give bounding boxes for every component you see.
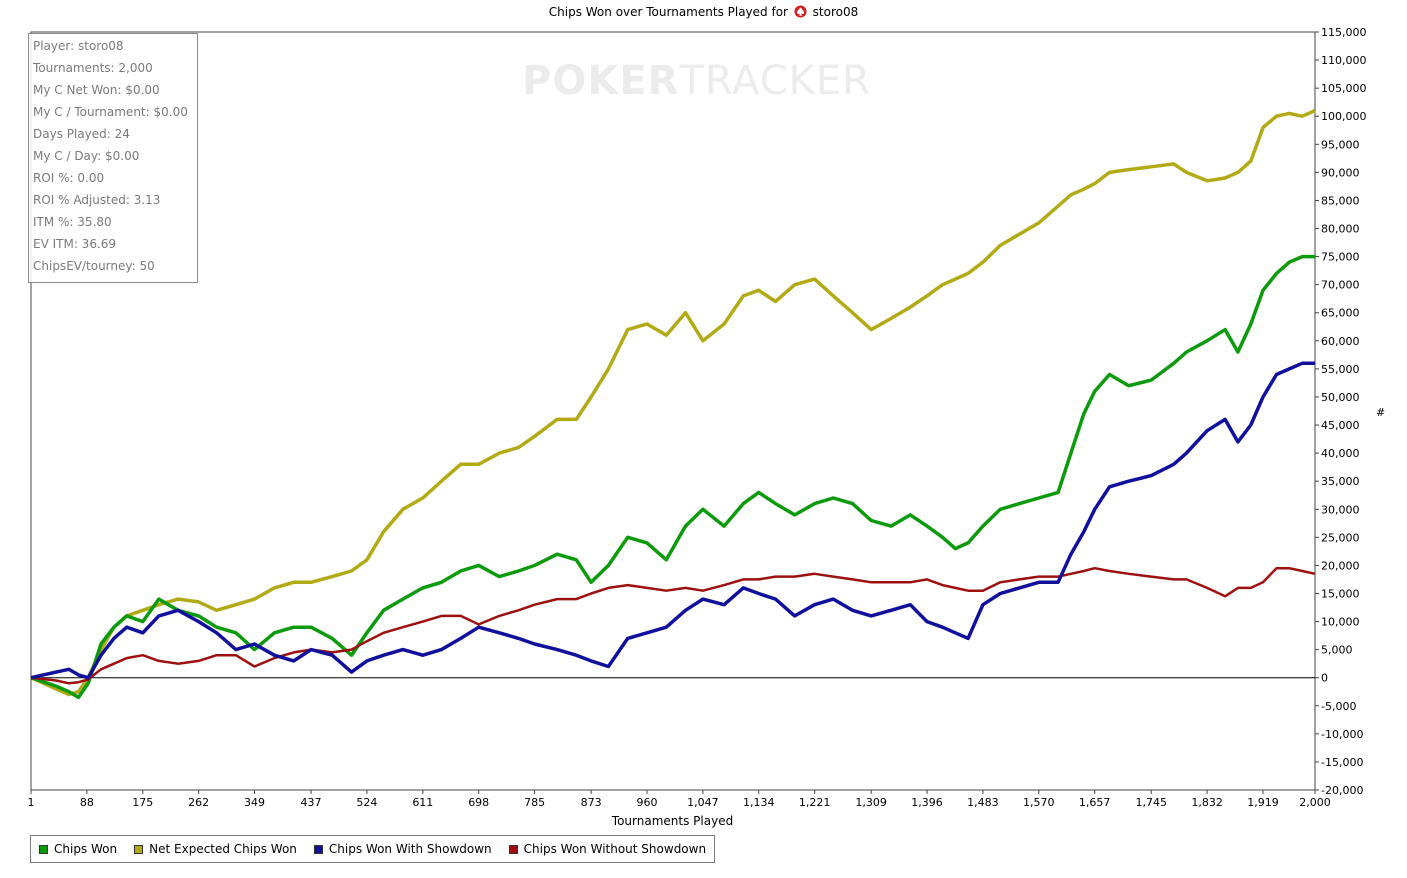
y-tick-label: 110,000 <box>1321 54 1367 67</box>
watermark-strong: POKER <box>522 58 680 104</box>
y-axis: -20,000 -15,000 -10,000 -5,000 0 5,000 10,000 1… <box>1315 26 1367 797</box>
y-axis-label: # <box>1376 406 1386 419</box>
series-line-chips-won <box>30 254 1315 700</box>
legend-label: Chips Won <box>54 842 118 856</box>
x-tick-label: 1,483 <box>967 796 999 809</box>
legend-item[interactable]: Net Expected Chips Won <box>134 842 297 856</box>
stat-line: ITM %: 35.80 <box>33 215 112 229</box>
legend-swatch <box>39 844 48 854</box>
x-tick-label: 1,047 <box>687 796 719 809</box>
y-tick-label: 45,000 <box>1321 419 1360 432</box>
stat-line: ChipsEV/tourney: 50 <box>33 259 155 273</box>
series-line-chips-won-without-showdown <box>30 566 1316 685</box>
legend-swatch <box>508 844 518 854</box>
x-tick-label: 1,657 <box>1079 796 1111 809</box>
y-tick-label: 10,000 <box>1321 616 1360 629</box>
stat-line: EV ITM: 36.69 <box>33 237 117 251</box>
chart-title: Chips Won over Tournaments Played for st… <box>0 5 1407 19</box>
y-tick-label: 80,000 <box>1321 223 1360 236</box>
y-tick-label: 70,000 <box>1321 279 1360 292</box>
x-tick-label: 437 <box>301 796 322 809</box>
x-tick-label: 1,919 <box>1247 796 1279 809</box>
plot-area-frame <box>30 31 1316 791</box>
legend-label: Chips Won With Showdown <box>328 842 492 856</box>
y-tick-label: 25,000 <box>1321 531 1360 544</box>
y-tick-label: 0 <box>1321 672 1328 685</box>
y-tick-label: 35,000 <box>1321 475 1360 488</box>
chart-title-prefix: Chips Won over Tournaments Played for <box>548 5 788 19</box>
stat-line: Days Played: 24 <box>33 127 130 141</box>
y-tick-label: -20,000 <box>1321 784 1363 797</box>
legend-label: Net Expected Chips Won <box>149 842 297 856</box>
y-tick-label: 85,000 <box>1321 194 1360 207</box>
y-tick-label: 5,000 <box>1321 644 1353 657</box>
legend-item[interactable]: Chips Won Without Showdown <box>508 842 707 856</box>
y-tick-label: 30,000 <box>1321 503 1360 516</box>
x-tick-label: 1 <box>28 796 35 809</box>
legend-swatch <box>134 844 144 854</box>
y-tick-label: 95,000 <box>1321 138 1360 151</box>
y-tick-label: 90,000 <box>1321 166 1360 179</box>
x-tick-label: 262 <box>188 796 209 809</box>
x-tick-label: 1,134 <box>743 796 775 809</box>
x-tick-label: 960 <box>636 796 657 809</box>
legend-label: Chips Won Without Showdown <box>523 842 707 856</box>
y-tick-label: -15,000 <box>1321 756 1363 769</box>
y-tick-label: 55,000 <box>1321 363 1360 376</box>
x-tick-label: 785 <box>524 796 545 809</box>
chart-title-player: storo08 <box>812 5 859 19</box>
stat-line: My C / Day: $0.00 <box>33 149 140 163</box>
x-tick-label: 1,832 <box>1191 796 1223 809</box>
stat-line: My C / Tournament: $0.00 <box>33 105 188 119</box>
x-tick-label: 88 <box>80 796 94 809</box>
y-tick-label: 115,000 <box>1321 26 1367 39</box>
y-tick-label: 75,000 <box>1321 251 1360 264</box>
series-layer <box>30 108 1316 700</box>
pokerstars-spade-icon <box>794 5 807 18</box>
x-tick-label: 611 <box>412 796 433 809</box>
legend-item[interactable]: Chips Won <box>39 842 117 856</box>
x-tick-label: 1,396 <box>911 796 943 809</box>
series-line-chips-won-with-showdown <box>30 361 1315 680</box>
legend-item[interactable]: Chips Won With Showdown <box>313 842 492 856</box>
x-tick-label: 1,221 <box>799 796 831 809</box>
y-tick-label: 100,000 <box>1321 110 1367 123</box>
stat-line: ROI %: 0.00 <box>33 171 105 185</box>
x-axis-label: Tournaments Played <box>611 814 734 828</box>
x-tick-label: 175 <box>132 796 153 809</box>
x-tick-label: 2,000 <box>1299 796 1331 809</box>
y-tick-label: 60,000 <box>1321 335 1360 348</box>
x-tick-label: 1,745 <box>1135 796 1167 809</box>
watermark-light: TRACKER <box>679 58 871 104</box>
stat-line: Tournaments: 2,000 <box>33 61 153 75</box>
x-tick-label: 873 <box>581 796 602 809</box>
y-tick-label: 20,000 <box>1321 559 1360 572</box>
chart-legend: Chips Won Net Expected Chips Won Chips Won… <box>30 835 716 863</box>
x-tick-label: 1,570 <box>1023 796 1055 809</box>
x-axis: 1 88 175 262 349 437 524 611 698 785 873 960 1,047 1,… <box>28 790 1331 809</box>
stats-panel: Player: storo08 Tournaments: 2,000 My C Ne… <box>28 33 198 283</box>
y-tick-label: 65,000 <box>1321 307 1360 320</box>
y-tick-label: 105,000 <box>1321 82 1367 95</box>
x-tick-label: 349 <box>244 796 265 809</box>
pokertracker-watermark-logo: POKERTRACKER <box>522 58 871 104</box>
y-tick-label: 40,000 <box>1321 447 1360 460</box>
series-line-net-expected-chips-won <box>30 108 1316 697</box>
x-tick-label: 698 <box>468 796 489 809</box>
y-tick-label: 15,000 <box>1321 587 1360 600</box>
stat-line: Player: storo08 <box>33 39 124 53</box>
stat-line: ROI % Adjusted: 3.13 <box>33 193 161 207</box>
legend-swatch <box>313 844 323 854</box>
x-tick-label: 524 <box>356 796 377 809</box>
y-tick-label: -10,000 <box>1321 728 1363 741</box>
stat-line: My C Net Won: $0.00 <box>33 83 160 97</box>
y-tick-label: 50,000 <box>1321 391 1360 404</box>
x-tick-label: 1,309 <box>855 796 887 809</box>
y-tick-label: -5,000 <box>1321 700 1356 713</box>
